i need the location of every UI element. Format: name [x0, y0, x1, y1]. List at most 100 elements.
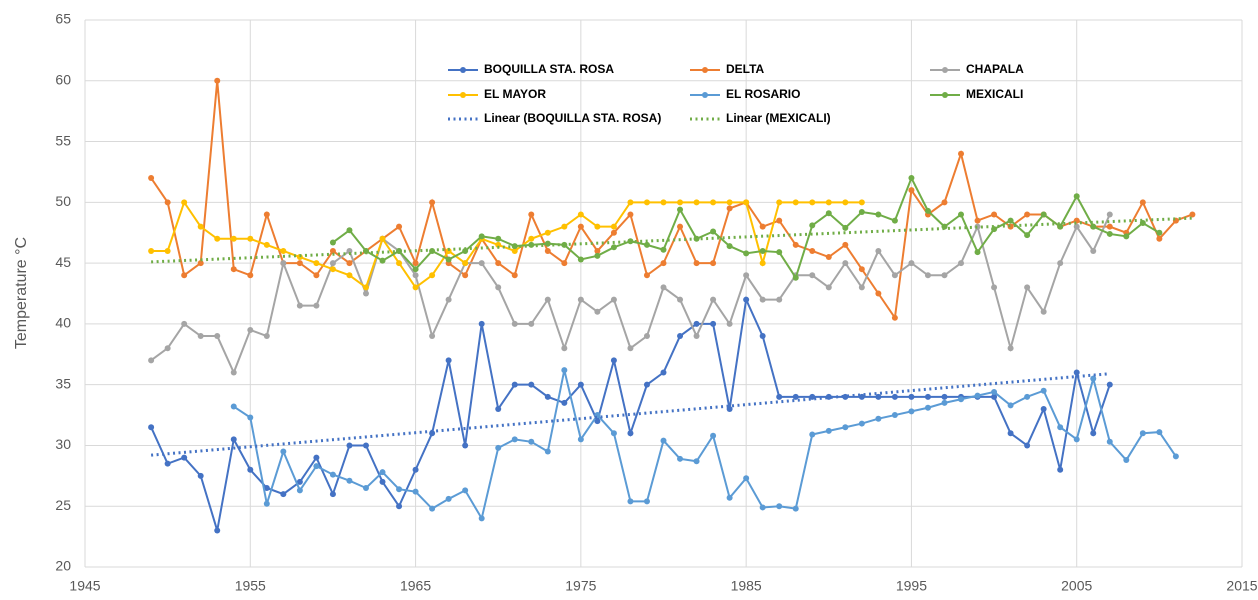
data-point [677, 206, 684, 213]
data-point [495, 260, 502, 267]
data-point [445, 296, 452, 303]
data-point [263, 241, 270, 248]
data-point [429, 272, 436, 279]
data-point [462, 487, 469, 494]
data-point [924, 393, 931, 400]
data-point [462, 442, 469, 449]
legend-marker [460, 67, 466, 73]
data-point [594, 247, 601, 254]
data-point [941, 399, 948, 406]
data-point [1057, 260, 1064, 267]
series-line [233, 369, 1177, 522]
trend-line [151, 216, 1193, 264]
legend-label: EL ROSARIO [726, 87, 800, 101]
x-tick-label: 2015 [1226, 578, 1257, 594]
data-point [825, 199, 832, 206]
data-point [379, 257, 386, 264]
data-point [495, 235, 502, 242]
data-point [643, 381, 650, 388]
data-point [313, 272, 320, 279]
data-point [197, 223, 204, 230]
data-point [544, 393, 551, 400]
data-point [1090, 375, 1097, 382]
data-point [643, 498, 650, 505]
data-point [1189, 211, 1196, 218]
data-point [842, 393, 849, 400]
data-point [1090, 430, 1097, 437]
data-point [230, 436, 237, 443]
data-point [148, 357, 155, 364]
data-point [478, 233, 485, 240]
data-point [329, 266, 336, 273]
data-point [875, 290, 882, 297]
data-point [346, 227, 353, 234]
data-point [214, 333, 221, 340]
data-point [858, 393, 865, 400]
data-point [561, 345, 568, 352]
data-point [1007, 345, 1014, 352]
data-point [1040, 308, 1047, 315]
data-point [610, 357, 617, 364]
data-point [197, 472, 204, 479]
data-point [429, 333, 436, 340]
data-point [941, 223, 948, 230]
data-point [429, 505, 436, 512]
data-point [858, 266, 865, 273]
data-point [924, 272, 931, 279]
data-point [561, 260, 568, 267]
data-point [280, 247, 287, 254]
data-point [396, 223, 403, 230]
data-point [445, 495, 452, 502]
data-point [362, 290, 369, 297]
data-point [296, 478, 303, 485]
data-point [594, 308, 601, 315]
data-point [908, 175, 915, 182]
data-point [908, 408, 915, 415]
data-point [528, 211, 535, 218]
data-point [1073, 223, 1080, 230]
data-point [991, 393, 998, 400]
data-point [759, 504, 766, 511]
data-point [247, 466, 254, 473]
data-point [1007, 430, 1014, 437]
data-point [1024, 211, 1031, 218]
data-point [313, 454, 320, 461]
data-point [247, 272, 254, 279]
data-point [577, 256, 584, 263]
data-point [610, 229, 617, 236]
data-point [759, 247, 766, 254]
data-point [610, 296, 617, 303]
data-point [181, 272, 188, 279]
data-point [1073, 369, 1080, 376]
data-point [495, 241, 502, 248]
data-point [1024, 284, 1031, 291]
y-tick-label: 35 [55, 375, 71, 391]
data-point [776, 296, 783, 303]
y-tick-label: 45 [55, 254, 71, 270]
data-point [743, 296, 750, 303]
data-point [693, 260, 700, 267]
data-point [429, 199, 436, 206]
data-point [528, 381, 535, 388]
data-point [230, 369, 237, 376]
data-point [726, 243, 733, 250]
data-point [362, 484, 369, 491]
data-point [809, 272, 816, 279]
data-point [660, 199, 667, 206]
data-point [743, 475, 750, 482]
y-tick-label: 40 [55, 315, 71, 331]
data-point [594, 223, 601, 230]
data-point [891, 314, 898, 321]
data-point [610, 430, 617, 437]
data-point [693, 458, 700, 465]
data-point [329, 247, 336, 254]
legend-label: Linear (MEXICALI) [726, 111, 831, 125]
data-point [544, 240, 551, 247]
data-point [445, 247, 452, 254]
data-point [974, 217, 981, 224]
data-point [941, 393, 948, 400]
data-point [1156, 235, 1163, 242]
data-point [379, 478, 386, 485]
data-point [214, 235, 221, 242]
legend-label: Linear (BOQUILLA STA. ROSA) [484, 111, 661, 125]
